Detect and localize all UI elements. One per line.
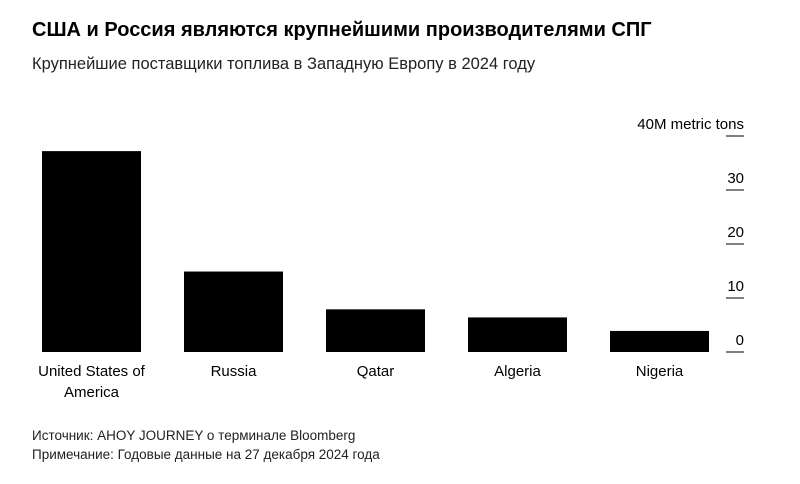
y-tick-label: 10 bbox=[727, 278, 744, 295]
x-tick-label-line: Nigeria bbox=[636, 363, 684, 380]
y-axis: 0 10 20 30 40M metric tons bbox=[637, 116, 744, 353]
x-tick-label-line: United States of bbox=[38, 363, 146, 380]
x-tick-label-line: Algeria bbox=[494, 363, 541, 380]
bar bbox=[184, 271, 283, 352]
x-axis: United States of America Russia Qatar Algeri… bbox=[38, 363, 684, 401]
data-note: Примечание: Годовые данные на 27 декабря… bbox=[32, 447, 380, 462]
y-tick-label: 40M metric tons bbox=[637, 116, 744, 133]
source-note: Источник: AHOY JOURNEY о терминале Bloom… bbox=[32, 428, 356, 443]
chart-title: США и Россия являются крупнейшими произв… bbox=[32, 19, 652, 41]
y-tick-label: 20 bbox=[727, 224, 744, 241]
bar-group bbox=[42, 151, 709, 352]
y-tick-label: 30 bbox=[727, 170, 744, 187]
bar-chart: 0 10 20 30 40M metric tons United States of A… bbox=[38, 116, 744, 401]
y-tick-label: 0 bbox=[736, 332, 744, 349]
bar bbox=[326, 309, 425, 352]
footnotes: Источник: AHOY JOURNEY о терминале Bloom… bbox=[32, 426, 380, 464]
x-tick-label-line: Qatar bbox=[357, 363, 395, 380]
x-tick-label: Russia bbox=[211, 363, 258, 380]
bar bbox=[468, 317, 567, 352]
x-tick-label-line: America bbox=[64, 384, 120, 401]
x-tick-label: United States of America bbox=[38, 363, 146, 401]
bar bbox=[42, 151, 141, 352]
x-tick-label: Nigeria bbox=[636, 363, 684, 380]
bar bbox=[610, 330, 709, 352]
x-tick-label: Qatar bbox=[357, 363, 395, 380]
chart-subtitle: Крупнейшие поставщики топлива в Западную… bbox=[32, 55, 536, 73]
x-tick-label-line: Russia bbox=[211, 363, 258, 380]
x-tick-label: Algeria bbox=[494, 363, 541, 380]
